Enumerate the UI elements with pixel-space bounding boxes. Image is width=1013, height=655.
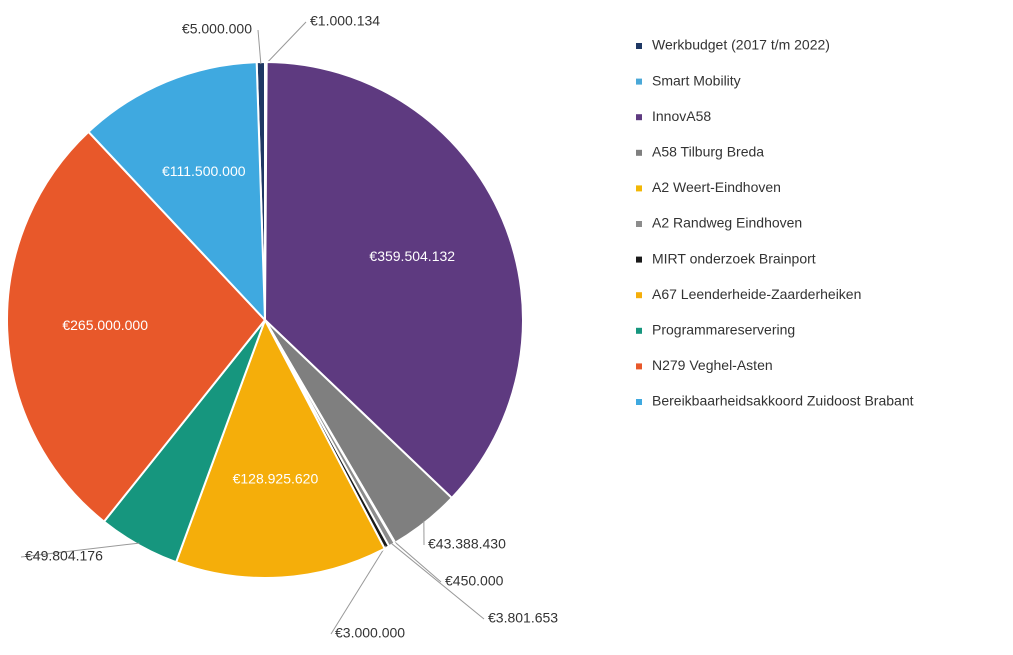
legend-swatch bbox=[636, 399, 642, 405]
legend-label: A2 Randweg Eindhoven bbox=[652, 215, 802, 231]
data-label: €3.801.653 bbox=[488, 610, 558, 626]
data-label: €43.388.430 bbox=[428, 536, 506, 552]
legend-label: A58 Tilburg Breda bbox=[652, 144, 764, 160]
data-label: €111.500.000 bbox=[162, 163, 246, 179]
leader-line bbox=[393, 540, 442, 583]
data-label: €128.925.620 bbox=[233, 470, 319, 486]
data-label: €1.000.134 bbox=[310, 13, 380, 29]
data-label: €450.000 bbox=[445, 573, 504, 589]
legend-label: Smart Mobility bbox=[652, 72, 741, 88]
legend-label: A67 Leenderheide-Zaarderheiken bbox=[652, 286, 861, 302]
legend-swatch bbox=[636, 363, 642, 370]
legend-swatch bbox=[636, 256, 642, 263]
legend-label: A2 Weert-Eindhoven bbox=[652, 179, 781, 195]
legend-label: InnovA58 bbox=[652, 108, 711, 124]
leader-line bbox=[257, 29, 262, 65]
legend-swatch bbox=[636, 292, 642, 299]
data-label: €3.000.000 bbox=[335, 625, 405, 641]
pie-slice bbox=[6, 130, 267, 524]
data-label: €265.000.000 bbox=[62, 317, 148, 333]
data-label: €49.804.176 bbox=[25, 548, 103, 564]
legend-label: Werkbudget (2017 t/m 2022) bbox=[652, 37, 830, 53]
legend-label: N279 Veghel-Asten bbox=[652, 357, 773, 373]
leader-line bbox=[20, 542, 140, 558]
legend-swatch bbox=[636, 114, 642, 121]
legend-swatch bbox=[636, 149, 642, 156]
leader-line bbox=[390, 542, 485, 620]
leader-line bbox=[330, 545, 387, 635]
legend-swatch bbox=[636, 327, 642, 334]
legend-swatch bbox=[636, 78, 642, 85]
legend-label: Bereikbaarheidsakkoord Zuidoost Brabant bbox=[652, 393, 914, 409]
legend-swatch bbox=[636, 185, 642, 192]
leader-line bbox=[265, 21, 307, 65]
pie-slice bbox=[87, 61, 267, 323]
legend-swatch bbox=[636, 221, 642, 227]
legend-label: Programmareservering bbox=[652, 322, 795, 338]
pie-slice bbox=[263, 60, 524, 500]
legend-label: MIRT onderzoek Brainport bbox=[652, 250, 816, 266]
data-label: €5.000.000 bbox=[182, 21, 252, 37]
pie-slice bbox=[174, 317, 386, 579]
data-label: €359.504.132 bbox=[369, 248, 455, 264]
legend-swatch bbox=[636, 43, 642, 49]
